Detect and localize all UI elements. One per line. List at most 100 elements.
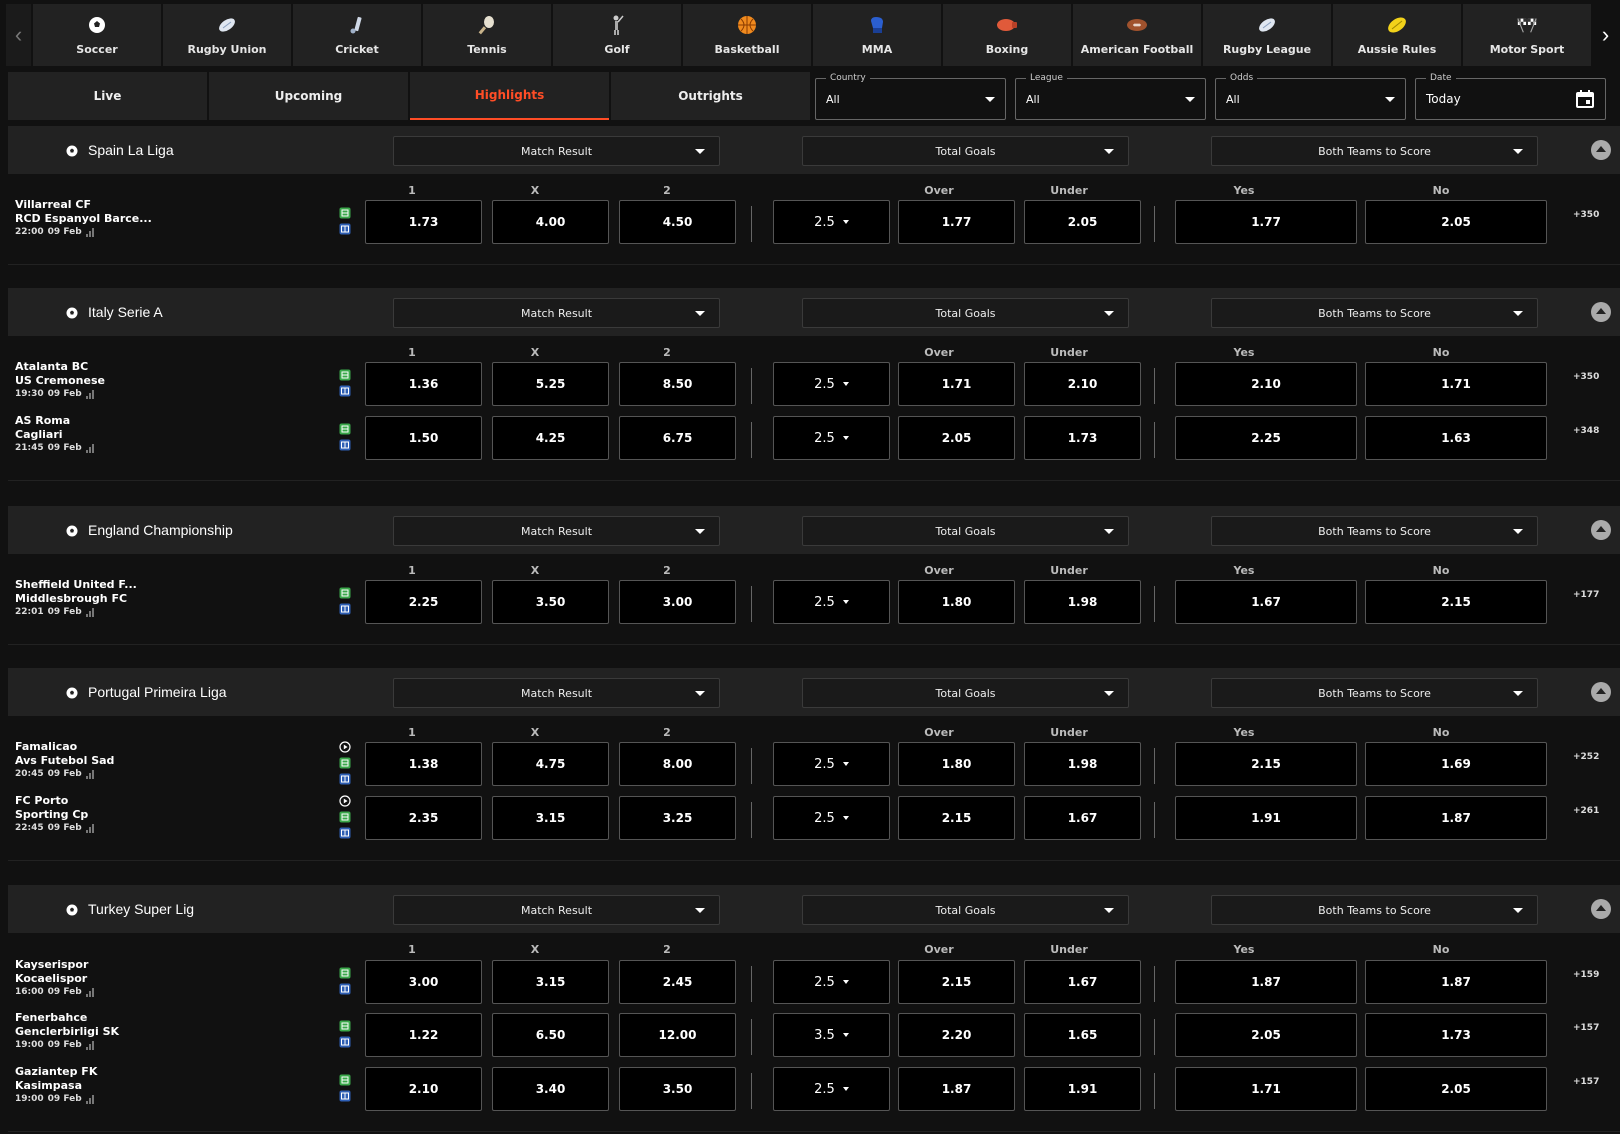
scoreboard-icon[interactable] [339,772,351,785]
date-picker[interactable]: Date Today [1415,73,1606,120]
collapse-icon[interactable] [1591,899,1611,919]
odd-button-away[interactable]: 6.75 [619,416,736,460]
market-select-match-result[interactable]: Match Result [393,136,720,166]
odd-button-under[interactable]: 1.65 [1024,1013,1141,1057]
match-stats-icon[interactable] [339,810,351,823]
odd-button-draw[interactable]: 4.75 [492,742,609,786]
odd-button-draw[interactable]: 4.00 [492,200,609,244]
sport-item-rugby-league[interactable]: Rugby League [1203,4,1331,66]
odd-button-btts-yes[interactable]: 2.10 [1175,362,1357,406]
sport-item-tennis[interactable]: Tennis [423,4,551,66]
tab-upcoming[interactable]: Upcoming [209,72,408,120]
match-teams[interactable]: Gaziantep FK Kasimpasa 19:00 09 Feb [15,1065,315,1105]
scoreboard-icon[interactable] [339,1035,351,1048]
match-stats-icon[interactable] [339,206,351,219]
odd-button-under[interactable]: 1.98 [1024,580,1141,624]
sport-item-aussie-rules[interactable]: Aussie Rules [1333,4,1461,66]
market-select-btts[interactable]: Both Teams to Score [1211,136,1538,166]
league-title[interactable]: Spain La Liga [66,142,174,158]
odd-button-btts-yes[interactable]: 1.87 [1175,960,1357,1004]
odd-button-under[interactable]: 1.73 [1024,416,1141,460]
odd-button-away[interactable]: 3.50 [619,1067,736,1111]
live-stream-play-icon[interactable] [339,794,351,807]
odd-button-over[interactable]: 1.71 [898,362,1015,406]
odd-button-btts-no[interactable]: 2.05 [1365,200,1547,244]
odd-button-over[interactable]: 1.80 [898,580,1015,624]
market-select-total-goals[interactable]: Total Goals [802,298,1129,328]
scoreboard-icon[interactable] [339,1089,351,1102]
collapse-icon[interactable] [1591,520,1611,540]
sport-item-mma[interactable]: MMA [813,4,941,66]
odd-button-btts-yes[interactable]: 1.77 [1175,200,1357,244]
match-teams[interactable]: Fenerbahce Genclerbirligi SK 19:00 09 Feb [15,1011,315,1051]
odd-button-over[interactable]: 2.15 [898,960,1015,1004]
sport-item-rugby-union[interactable]: Rugby Union [163,4,291,66]
match-teams[interactable]: AS Roma Cagliari 21:45 09 Feb [15,414,315,454]
more-markets-link[interactable]: +261 [1573,806,1600,816]
odd-button-draw[interactable]: 3.15 [492,960,609,1004]
odd-button-under[interactable]: 2.05 [1024,200,1141,244]
match-teams[interactable]: Famalicao Avs Futebol Sad 20:45 09 Feb [15,740,315,780]
odd-button-home[interactable]: 2.35 [365,796,482,840]
scoreboard-icon[interactable] [339,602,351,615]
scoreboard-icon[interactable] [339,826,351,839]
odd-button-home[interactable]: 1.38 [365,742,482,786]
goal-line-select[interactable]: 2.5 [773,1067,890,1111]
sport-item-basketball[interactable]: Basketball [683,4,811,66]
sport-item-golf[interactable]: Golf [553,4,681,66]
odd-button-btts-yes[interactable]: 2.25 [1175,416,1357,460]
odd-button-btts-no[interactable]: 1.63 [1365,416,1547,460]
more-markets-link[interactable]: +348 [1573,426,1600,436]
odd-button-draw[interactable]: 6.50 [492,1013,609,1057]
more-markets-link[interactable]: +177 [1573,590,1600,600]
odd-button-under[interactable]: 1.91 [1024,1067,1141,1111]
odd-button-btts-no[interactable]: 1.87 [1365,796,1547,840]
odd-button-away[interactable]: 4.50 [619,200,736,244]
tab-live[interactable]: Live [8,72,207,120]
collapse-icon[interactable] [1591,302,1611,322]
match-teams[interactable]: Atalanta BC US Cremonese 19:30 09 Feb [15,360,315,400]
match-teams[interactable]: Villarreal CF RCD Espanyol Barce... 22:00 0… [15,198,315,238]
odd-button-over[interactable]: 1.77 [898,200,1015,244]
more-markets-link[interactable]: +157 [1573,1023,1600,1033]
odd-button-over[interactable]: 2.05 [898,416,1015,460]
odd-button-under[interactable]: 1.67 [1024,960,1141,1004]
tab-outrights[interactable]: Outrights [611,72,810,120]
market-select-total-goals[interactable]: Total Goals [802,678,1129,708]
scoreboard-icon[interactable] [339,222,351,235]
match-teams[interactable]: Sheffield United F... Middlesbrough FC 22:… [15,578,315,618]
league-title[interactable]: Portugal Primeira Liga [66,684,227,700]
odd-button-home[interactable]: 1.22 [365,1013,482,1057]
match-stats-icon[interactable] [339,966,351,979]
odd-button-over[interactable]: 2.20 [898,1013,1015,1057]
odd-button-away[interactable]: 3.00 [619,580,736,624]
odd-button-home[interactable]: 2.10 [365,1067,482,1111]
market-select-btts[interactable]: Both Teams to Score [1211,895,1538,925]
scoreboard-icon[interactable] [339,438,351,451]
odd-button-draw[interactable]: 5.25 [492,362,609,406]
odd-button-btts-yes[interactable]: 2.15 [1175,742,1357,786]
goal-line-select[interactable]: 2.5 [773,200,890,244]
league-title[interactable]: Italy Serie A [66,304,163,320]
league-select[interactable]: League All [1015,73,1206,120]
market-select-btts[interactable]: Both Teams to Score [1211,678,1538,708]
odd-button-draw[interactable]: 3.15 [492,796,609,840]
more-markets-link[interactable]: +252 [1573,752,1600,762]
market-select-match-result[interactable]: Match Result [393,516,720,546]
sport-item-boxing[interactable]: Boxing [943,4,1071,66]
odd-button-home[interactable]: 1.36 [365,362,482,406]
match-stats-icon[interactable] [339,1073,351,1086]
odd-button-away[interactable]: 3.25 [619,796,736,840]
odd-button-btts-yes[interactable]: 1.91 [1175,796,1357,840]
odd-button-btts-no[interactable]: 1.73 [1365,1013,1547,1057]
odd-button-over[interactable]: 2.15 [898,796,1015,840]
collapse-icon[interactable] [1591,682,1611,702]
sport-item-soccer[interactable]: Soccer [33,4,161,66]
market-select-total-goals[interactable]: Total Goals [802,895,1129,925]
market-select-btts[interactable]: Both Teams to Score [1211,298,1538,328]
match-stats-icon[interactable] [339,756,351,769]
more-markets-link[interactable]: +350 [1573,210,1600,220]
match-stats-icon[interactable] [339,422,351,435]
goal-line-select[interactable]: 2.5 [773,796,890,840]
odd-button-btts-yes[interactable]: 2.05 [1175,1013,1357,1057]
